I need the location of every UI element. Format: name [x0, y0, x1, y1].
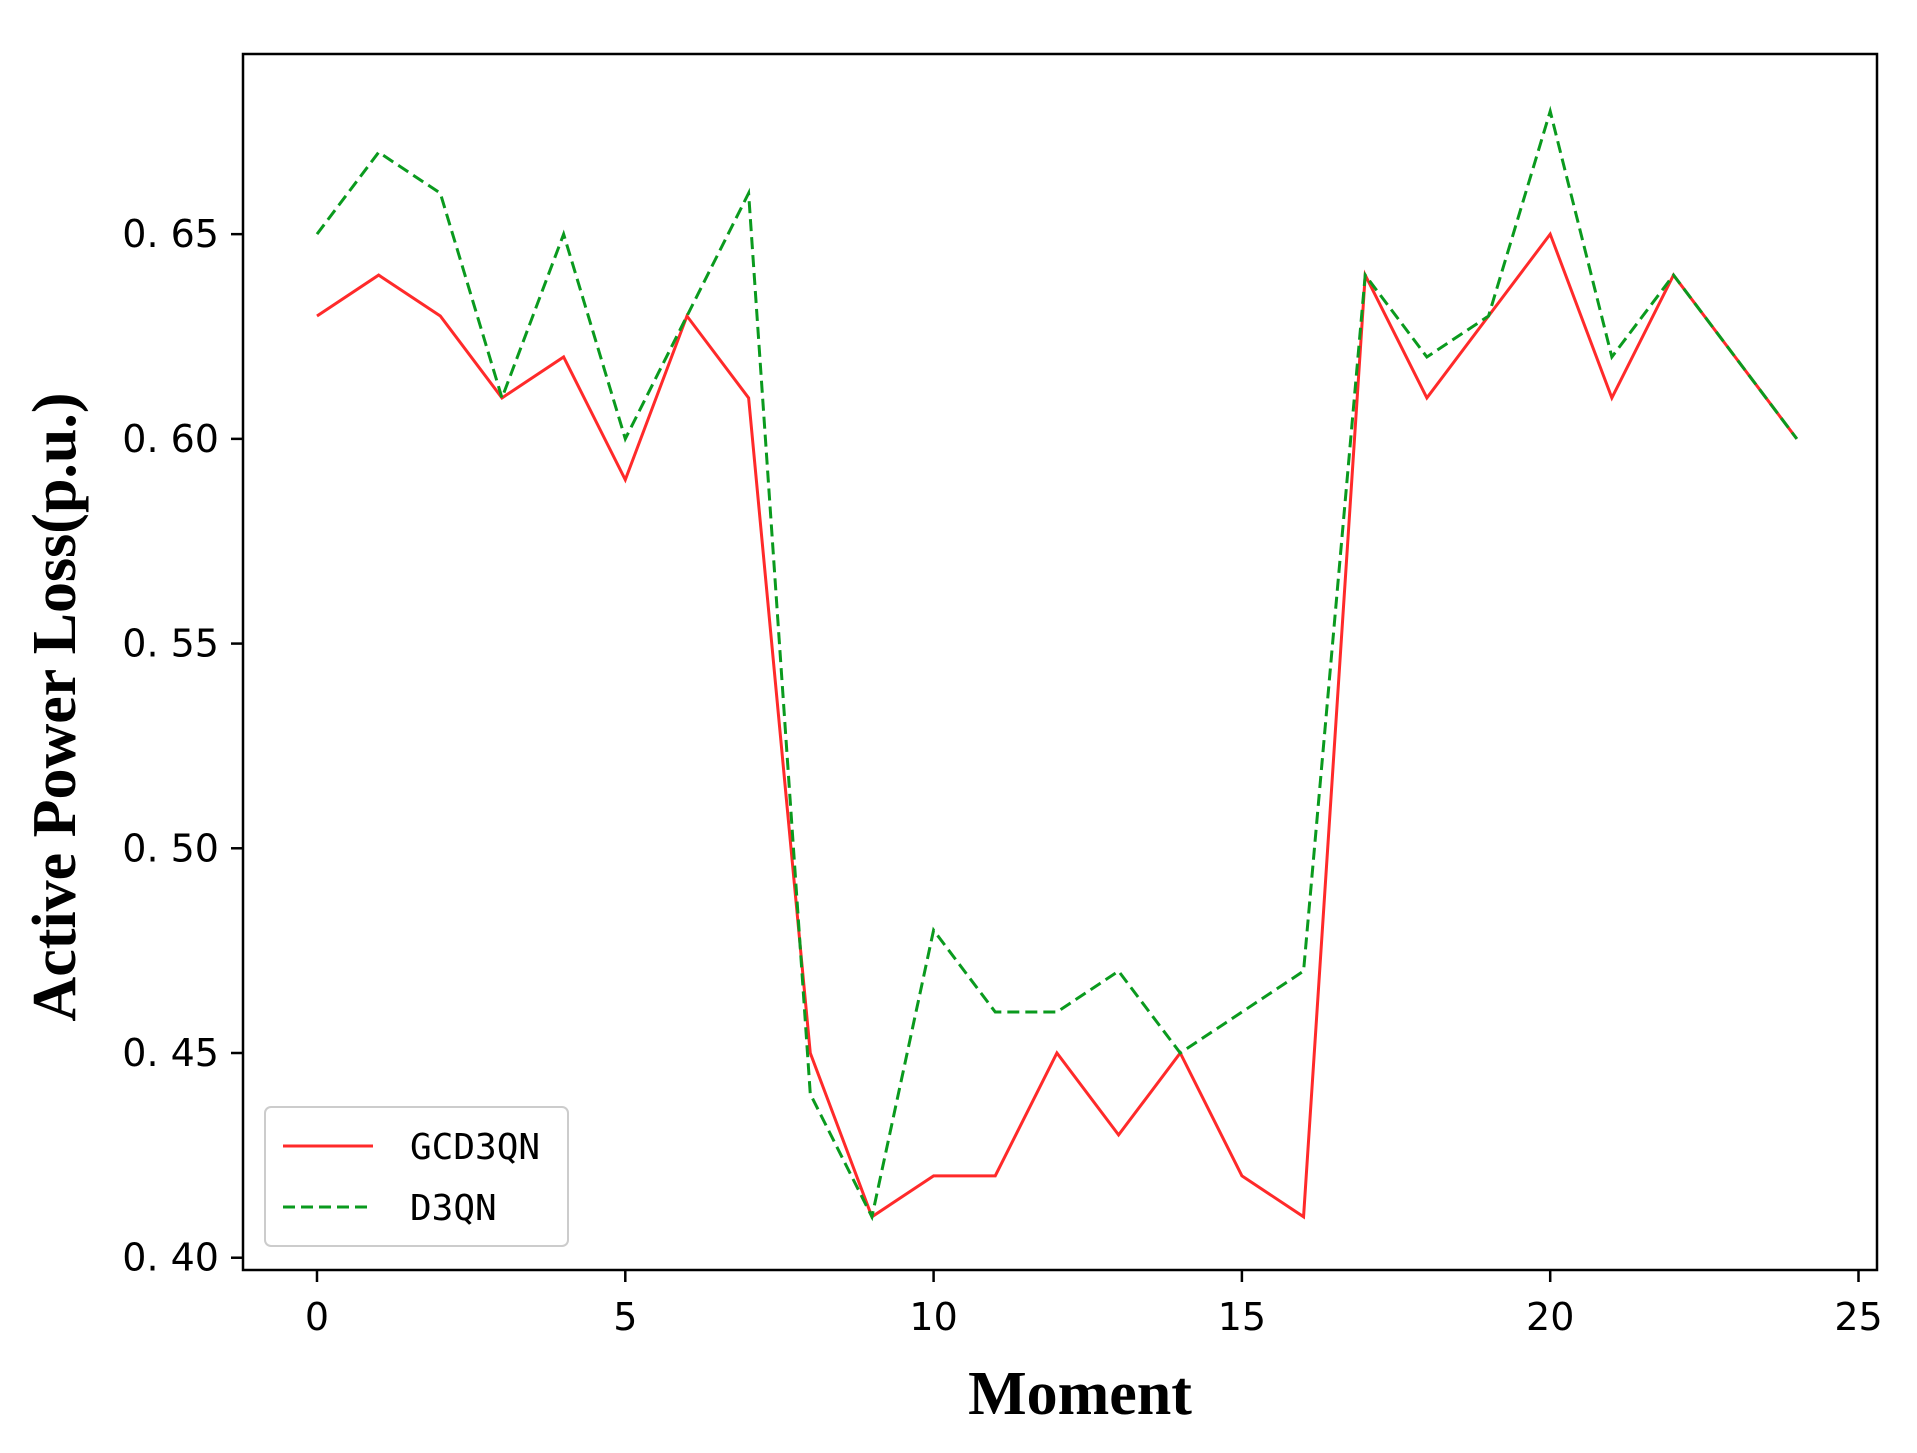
series-line-gcd3qn	[316, 231, 1799, 1220]
series-line-d3qn	[315, 105, 1799, 1222]
legend-box	[264, 1106, 569, 1247]
y-tick-label: 0. 55	[122, 622, 219, 666]
y-axis-title: Active Power Loss(p.u.)	[21, 392, 89, 1021]
legend-label-gcd3qn: GCD3QN	[410, 1127, 540, 1168]
legend: GCD3QN D3QN	[264, 1106, 569, 1247]
x-axis-ticks: 0 5 10 15 20 25	[305, 1270, 1883, 1339]
y-tick-label: 0. 50	[122, 826, 219, 870]
x-tick-label: 20	[1526, 1295, 1574, 1339]
x-tick-label: 0	[305, 1295, 329, 1339]
x-tick-label: 25	[1834, 1295, 1882, 1339]
x-tick-label: 5	[613, 1295, 637, 1339]
y-tick-label: 0. 40	[122, 1236, 219, 1280]
y-tick-label: 0. 60	[122, 417, 219, 461]
series-layer	[315, 105, 1799, 1222]
x-axis-title: Moment	[968, 1360, 1192, 1428]
plot-frame	[241, 52, 1879, 1272]
x-tick-label: 10	[909, 1295, 957, 1339]
legend-label-d3qn: D3QN	[410, 1188, 497, 1229]
y-tick-label: 0. 65	[122, 212, 219, 256]
x-tick-label: 15	[1218, 1295, 1266, 1339]
y-tick-label: 0. 45	[122, 1031, 219, 1075]
y-axis-ticks: 0. 40 0. 45 0. 50 0. 55 0. 60 0. 65	[122, 212, 243, 1280]
